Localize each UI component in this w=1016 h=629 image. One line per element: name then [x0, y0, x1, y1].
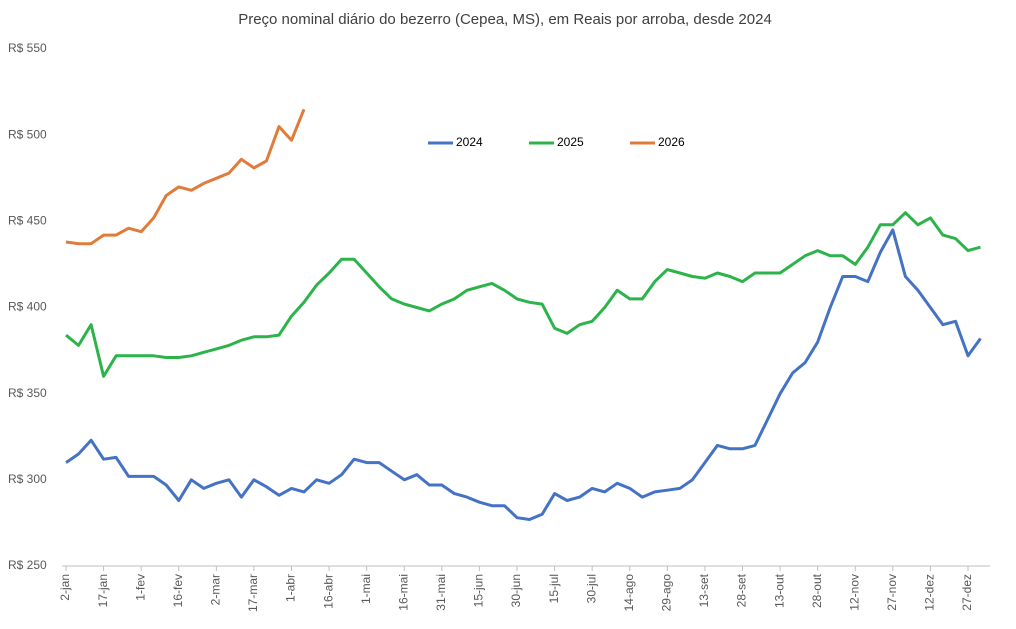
y-tick-label: R$ 500: [8, 127, 47, 141]
series-line: [65, 211, 981, 378]
y-tick-label: R$ 300: [8, 472, 47, 486]
y-tick-label: R$ 350: [8, 386, 47, 400]
x-tick-label: 13-out: [772, 573, 786, 608]
x-tick-label: 17-jan: [96, 574, 110, 607]
x-tick-label: 30-jul: [584, 574, 598, 603]
x-tick-label: 16-abr: [321, 574, 335, 609]
y-tick-label: R$ 550: [8, 41, 47, 55]
x-tick-label: 28-set: [735, 573, 749, 607]
x-tick-label: 14-ago: [622, 574, 636, 612]
x-tick-label: 1-fev: [133, 574, 147, 601]
x-tick-label: 27-nov: [885, 574, 899, 611]
x-tick-label: 31-mai: [434, 574, 448, 611]
x-tick-label: 17-mar: [246, 574, 260, 612]
x-tick-label: 16-fev: [171, 574, 185, 607]
y-tick-label: R$ 450: [8, 214, 47, 228]
y-tick-label: R$ 250: [8, 558, 47, 572]
x-tick-label: 1-mai: [359, 574, 373, 604]
series-line: [65, 108, 306, 246]
x-tick-label: 2-mar: [209, 574, 223, 605]
x-tick-label: 12-dez: [923, 574, 937, 611]
x-tick-label: 30-jun: [509, 574, 523, 607]
x-tick-label: 15-jun: [472, 574, 486, 607]
x-tick-label: 12-nov: [847, 574, 861, 611]
chart-title: Preço nominal diário do bezerro (Cepea, …: [238, 11, 772, 28]
x-tick-label: 1-abr: [284, 574, 298, 602]
y-tick-label: R$ 400: [8, 300, 47, 314]
x-tick-label: 15-jul: [547, 574, 561, 603]
x-tick-label: 13-set: [697, 573, 711, 607]
x-tick-label: 29-ago: [660, 574, 674, 612]
legend-text: 2025: [557, 135, 584, 149]
x-tick-label: 16-mai: [396, 574, 410, 611]
x-tick-label: 27-dez: [960, 574, 974, 611]
legend-text: 2024: [456, 135, 483, 149]
x-tick-label: 2-jan: [58, 574, 72, 601]
legend-text: 2026: [658, 135, 685, 149]
series-line: [65, 228, 982, 521]
x-tick-label: 28-out: [810, 573, 824, 608]
